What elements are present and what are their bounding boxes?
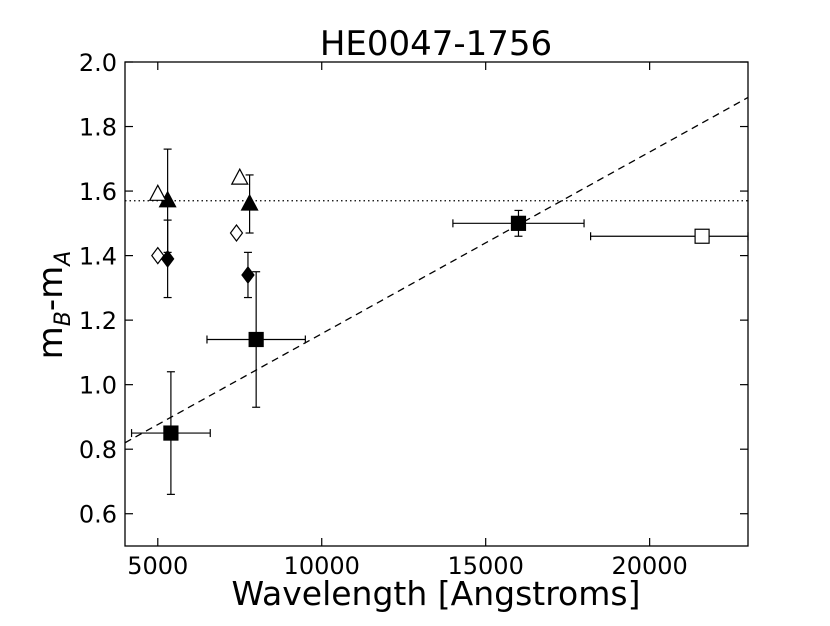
filled-square-point xyxy=(248,331,264,348)
y-tick-label: 1.8 xyxy=(79,114,117,142)
y-tick-label: 1.6 xyxy=(79,178,117,206)
y-tick-label: 0.6 xyxy=(79,501,117,529)
filled-square-point xyxy=(510,215,527,231)
y-tick-label: 1.0 xyxy=(79,372,117,400)
x-tick-label: 15000 xyxy=(448,552,524,580)
filled-square-point xyxy=(163,425,179,441)
filled-triangle-point xyxy=(240,193,259,211)
open-diamond-point xyxy=(151,246,165,265)
y-axis-label-sub-b: B xyxy=(51,311,76,326)
y-tick-label: 1.4 xyxy=(79,243,117,271)
svg-text:mB-mA: mB-mA xyxy=(31,251,76,360)
open-triangle-point xyxy=(230,167,249,185)
filled-diamond-point xyxy=(160,249,175,268)
y-tick-label: 1.2 xyxy=(79,307,117,335)
y-axis-label: mB-mA xyxy=(31,251,76,360)
open-square-point xyxy=(694,228,710,244)
y-axis-label-sub-a: A xyxy=(51,251,76,268)
y-axis-label-m: m xyxy=(31,326,71,359)
open-diamond-point xyxy=(229,224,244,243)
x-tick-label: 10000 xyxy=(284,552,360,580)
x-tick-label: 5000 xyxy=(127,552,188,580)
y-tick-label: 2.0 xyxy=(79,49,117,77)
y-axis-label-minus-m: -m xyxy=(31,266,71,311)
filled-diamond-point xyxy=(241,265,255,284)
x-axis-label: Wavelength [Angstroms] xyxy=(232,574,641,613)
y-tick-label: 0.8 xyxy=(79,436,117,464)
dashed-fit-line xyxy=(124,96,749,444)
x-tick-label: 20000 xyxy=(611,552,687,580)
open-triangle-point xyxy=(148,184,167,201)
chart-title: HE0047-1756 xyxy=(320,24,552,64)
plot-frame xyxy=(124,61,749,547)
